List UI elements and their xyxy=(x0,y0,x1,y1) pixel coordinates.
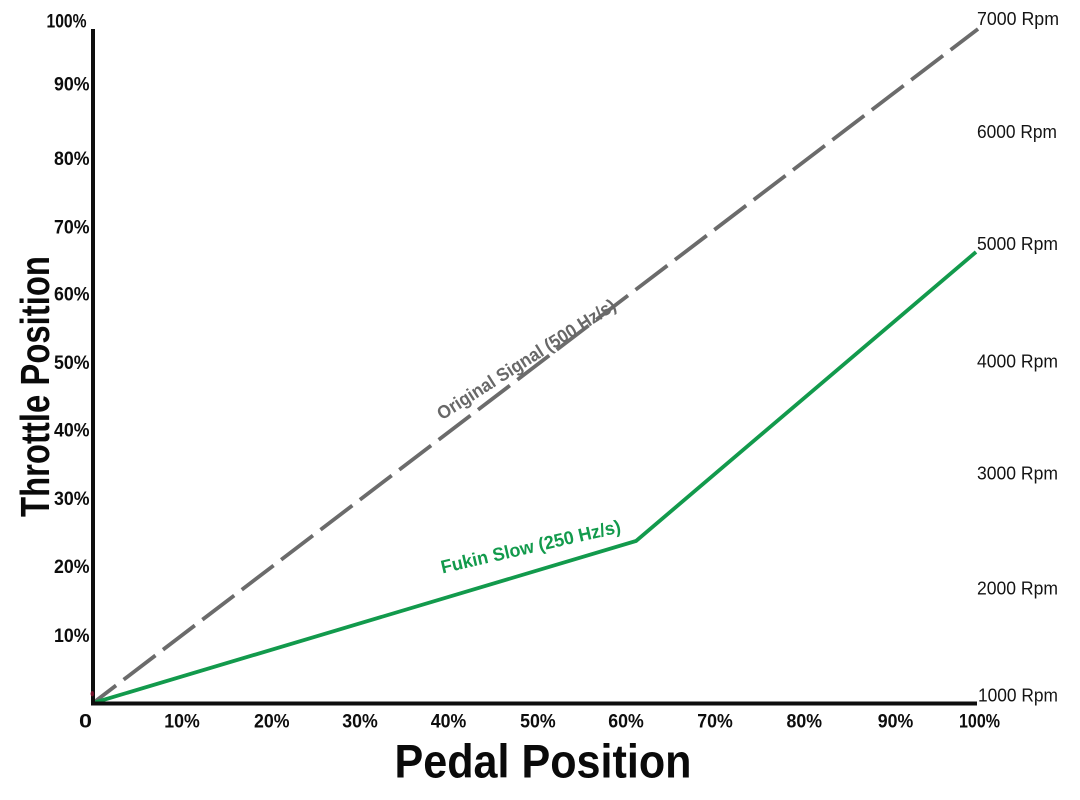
svg-text:20%: 20% xyxy=(54,556,90,578)
svg-text:20%: 20% xyxy=(254,710,290,732)
svg-text:4000 Rpm: 4000 Rpm xyxy=(977,351,1058,372)
svg-text:70%: 70% xyxy=(697,710,733,732)
svg-text:50%: 50% xyxy=(54,352,90,374)
svg-text:0: 0 xyxy=(79,710,92,732)
svg-text:50%: 50% xyxy=(520,710,556,732)
svg-text:1000 Rpm: 1000 Rpm xyxy=(978,685,1058,706)
svg-text:Throttle Position: Throttle Position xyxy=(12,256,58,517)
svg-text:10%: 10% xyxy=(54,625,90,647)
svg-text:5000 Rpm: 5000 Rpm xyxy=(977,233,1058,254)
svg-text:7000 Rpm: 7000 Rpm xyxy=(977,8,1059,29)
svg-text:80%: 80% xyxy=(54,148,90,170)
svg-text:40%: 40% xyxy=(431,710,467,732)
svg-text:40%: 40% xyxy=(54,419,90,441)
svg-text:100%: 100% xyxy=(47,11,87,33)
svg-text:Pedal Position: Pedal Position xyxy=(395,735,692,788)
svg-text:2000 Rpm: 2000 Rpm xyxy=(977,578,1058,599)
svg-text:90%: 90% xyxy=(54,74,90,96)
svg-text:100%: 100% xyxy=(959,710,1000,732)
svg-text:80%: 80% xyxy=(787,710,823,732)
svg-text:30%: 30% xyxy=(54,488,90,510)
svg-text:6000 Rpm: 6000 Rpm xyxy=(977,121,1057,142)
svg-text:60%: 60% xyxy=(608,710,644,732)
svg-text:3000 Rpm: 3000 Rpm xyxy=(977,463,1058,484)
svg-text:60%: 60% xyxy=(54,283,90,305)
svg-text:90%: 90% xyxy=(878,710,914,732)
svg-text:10%: 10% xyxy=(164,710,200,732)
svg-text:70%: 70% xyxy=(54,217,90,239)
svg-text:30%: 30% xyxy=(342,710,378,732)
